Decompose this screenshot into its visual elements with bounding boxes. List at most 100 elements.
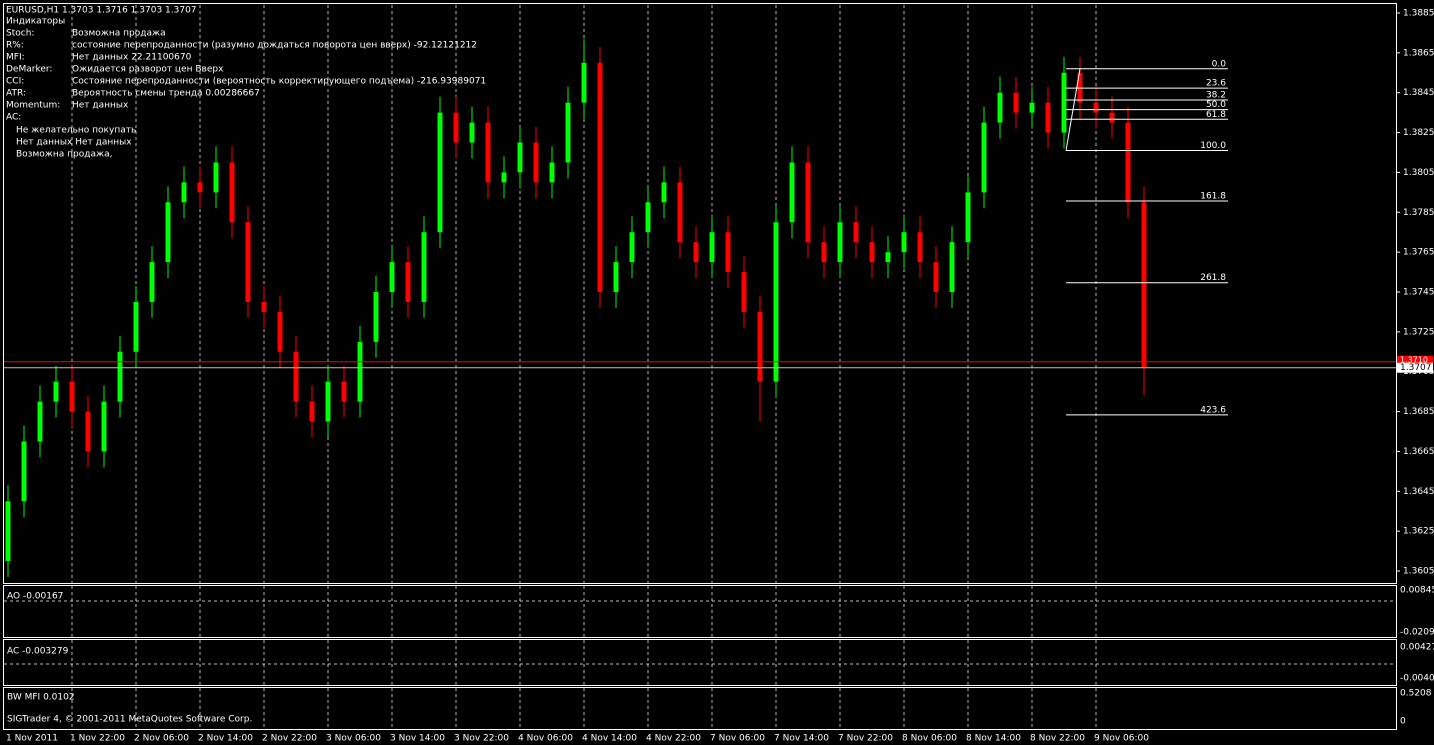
candle-body [373, 292, 379, 342]
info-value: Вероятность смены тренда 0.00286667 [72, 89, 260, 99]
info-value: Состояние перепроданности (вероятность к… [72, 77, 486, 87]
info-value: Нет данных 22.21100670 [72, 53, 192, 63]
x-tick-label: 7 Nov 06:00 [710, 734, 765, 744]
candle-body [965, 192, 971, 243]
candle-body [69, 381, 75, 412]
candle-body [341, 381, 347, 402]
x-tick-label: 4 Nov 06:00 [518, 734, 573, 744]
x-tick-label: 1 Nov 2011 [6, 734, 58, 744]
x-tick-label: 7 Nov 22:00 [838, 734, 893, 744]
candle-body [149, 262, 155, 302]
info-key: R%: [6, 41, 24, 51]
candle-body [293, 351, 299, 402]
candle-body [757, 311, 763, 382]
candle-body [629, 232, 635, 263]
candle-body [229, 162, 235, 223]
candle-body [101, 401, 107, 452]
panel-axis-label: -0.00408 [1400, 674, 1434, 684]
x-tick-label: 2 Nov 22:00 [262, 734, 317, 744]
bid-label: 1.3707 [1400, 363, 1432, 373]
y-tick-label: 1.3765 [1403, 248, 1434, 258]
panel-axis-label: 0.00845 [1400, 586, 1434, 596]
candle-body [661, 182, 667, 203]
footer: SIGTrader 4, © 2001-2011 MetaQuotes Soft… [7, 715, 252, 725]
candle-body [517, 142, 523, 173]
candle-body [677, 182, 683, 243]
x-tick-label: 8 Nov 06:00 [902, 734, 957, 744]
x-tick-label: 2 Nov 14:00 [198, 734, 253, 744]
info-note: Возможна продажа, [16, 150, 112, 160]
info-key: Momentum: [6, 101, 60, 111]
candle-body [53, 381, 59, 402]
x-tick-label: 7 Nov 14:00 [774, 734, 829, 744]
candle-body [565, 102, 571, 163]
candle-body [997, 92, 1003, 123]
fibo-label: 23.6 [1206, 79, 1226, 89]
chart-title: EURUSD,H1 1.3703 1.3716 1.3703 1.3707 [6, 6, 197, 16]
panel-axis-label: 0.00427 [1400, 643, 1434, 653]
candle-body [1093, 102, 1099, 113]
candle-body [901, 232, 907, 253]
y-tick-label: 1.3605 [1403, 567, 1434, 577]
candle-body [533, 142, 539, 183]
y-tick-label: 1.3805 [1403, 168, 1434, 178]
candle-body [133, 301, 139, 352]
main-frame [3, 3, 1397, 584]
candle-body [1029, 102, 1035, 113]
info-heading: Индикаторы [6, 17, 65, 27]
info-key: CCI: [6, 77, 24, 87]
info-key: ATR: [6, 89, 26, 99]
fibo-label: 423.6 [1200, 405, 1226, 415]
fibo-label: 161.8 [1200, 191, 1226, 201]
candle-body [213, 162, 219, 193]
info-note: Нет данных Нет данных [16, 138, 132, 148]
x-tick-label: 3 Nov 06:00 [326, 734, 381, 744]
candle-body [645, 202, 651, 233]
y-tick-label: 1.3745 [1403, 288, 1434, 298]
x-tick-label: 1 Nov 22:00 [70, 734, 125, 744]
candle-body [1045, 102, 1051, 133]
candle-body [741, 272, 747, 312]
ask-label: 1.3710 [1400, 355, 1428, 364]
candle-body [1141, 202, 1147, 368]
panel-label: AO -0.00167 [7, 592, 63, 602]
y-tick-label: 1.3785 [1403, 208, 1434, 218]
panel-axis-label: 0 [1400, 717, 1406, 727]
fibo-label: 261.8 [1200, 273, 1226, 283]
x-tick-label: 2 Nov 06:00 [134, 734, 189, 744]
candle-body [165, 202, 171, 263]
ask-box [1397, 355, 1433, 365]
candle-body [773, 222, 779, 382]
y-tick-label: 1.3725 [1403, 327, 1434, 337]
candle-body [1109, 112, 1115, 123]
mfi-frame [3, 687, 1397, 730]
candle-body [325, 381, 331, 422]
candle-body [485, 122, 491, 183]
candle-body [917, 232, 923, 263]
y-tick-label: 1.3865 [1403, 48, 1434, 58]
candle-body [853, 222, 859, 243]
candle-body [549, 162, 555, 183]
candle-body [245, 222, 251, 302]
candle-body [805, 162, 811, 243]
candle-body [1013, 92, 1019, 113]
candle-body [837, 222, 843, 263]
y-tick-label: 1.3845 [1403, 88, 1434, 98]
y-tick-label: 1.3665 [1403, 447, 1434, 457]
info-key: Stoch: [6, 29, 34, 39]
candle-body [453, 112, 459, 143]
candle-body [869, 242, 875, 263]
info-note: Не желательно покупать [16, 126, 136, 136]
panel-label: BW MFI 0.0102 [7, 693, 75, 703]
candle-body [981, 122, 987, 193]
x-tick-label: 8 Nov 14:00 [966, 734, 1021, 744]
fibo-label: 50.0 [1206, 100, 1226, 110]
candle-body [197, 182, 203, 193]
x-tick-label: 9 Nov 06:00 [1094, 734, 1149, 744]
fibo-label: 100.0 [1200, 141, 1226, 151]
candle-body [581, 62, 587, 103]
ac-frame [3, 639, 1397, 686]
